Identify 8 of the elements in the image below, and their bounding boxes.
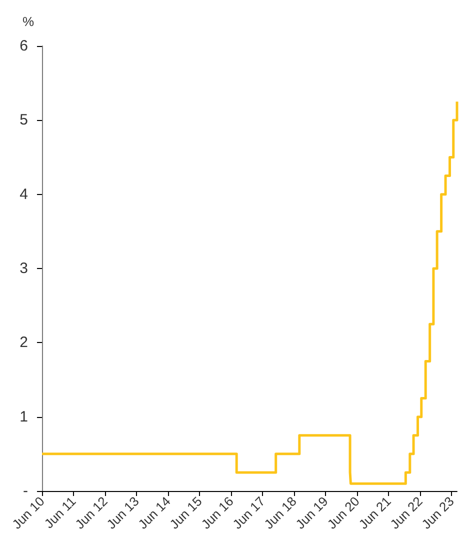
y-axis-title: % xyxy=(22,14,34,29)
y-tick-label: 5 xyxy=(20,112,28,129)
y-tick-label: 3 xyxy=(20,260,28,277)
y-tick-label: 4 xyxy=(20,186,28,203)
y-tick-label: 2 xyxy=(20,334,28,352)
y-tick-label: 6 xyxy=(20,38,28,54)
y-tick-label: 1 xyxy=(20,408,28,426)
y-tick-label: - xyxy=(23,482,28,500)
